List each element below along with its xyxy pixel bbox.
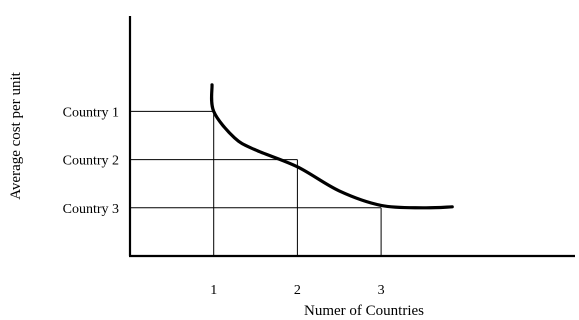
- x-tick-label: 2: [294, 283, 301, 298]
- x-tick-labels: 1 2 3: [210, 283, 384, 298]
- y-tick-label: Country 2: [63, 154, 119, 169]
- y-axis-title: Average cost per unit: [8, 71, 24, 199]
- x-tick-label: 3: [378, 283, 385, 298]
- x-axis-title: Numer of Countries: [304, 303, 424, 319]
- x-tick-label: 1: [210, 283, 217, 298]
- y-tick-label: Country 3: [63, 202, 119, 217]
- cost-curve: [209, 83, 454, 210]
- y-tick-label: Country 1: [63, 105, 119, 120]
- reference-lines: [130, 110, 382, 256]
- y-tick-labels: Country 1 Country 2 Country 3: [63, 105, 119, 216]
